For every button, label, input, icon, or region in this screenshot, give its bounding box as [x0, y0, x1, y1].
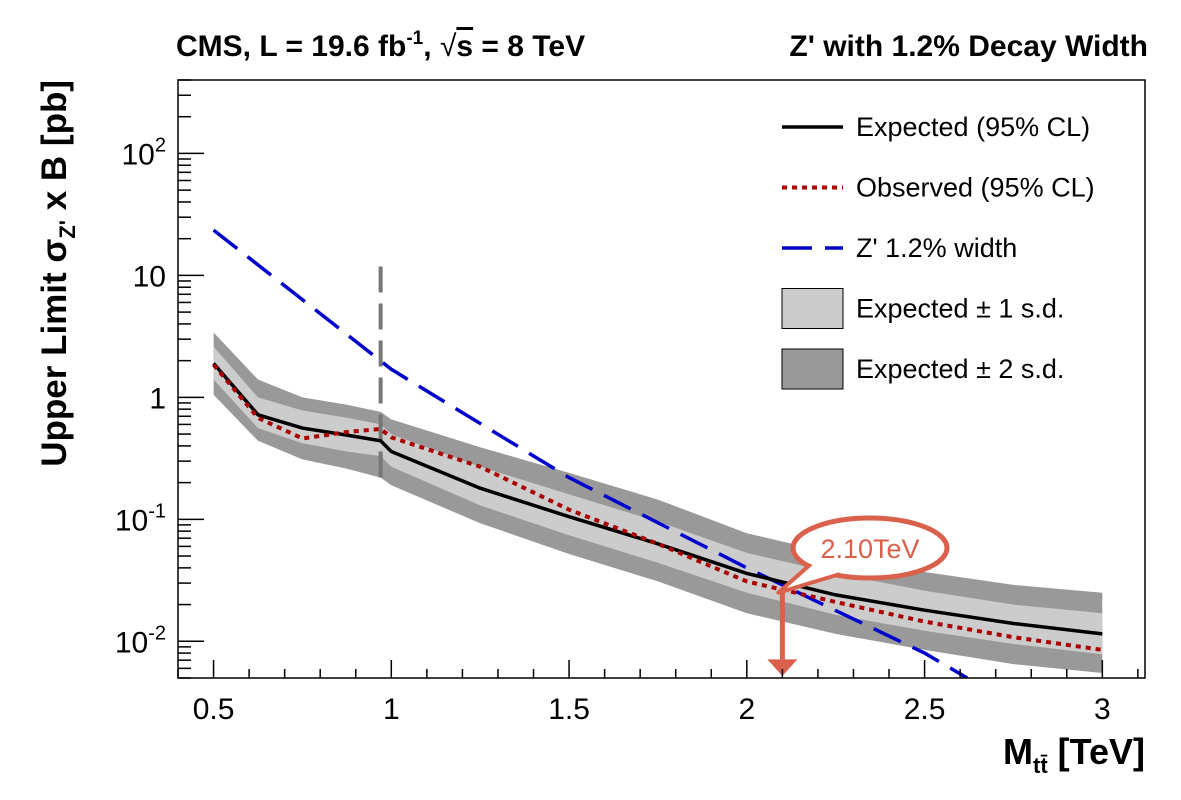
x-axis-title-sub: tt̄: [1033, 753, 1048, 778]
legend-label: Observed (95% CL): [856, 173, 1095, 203]
x-tick-label: 1: [383, 693, 400, 726]
legend-label: Expected (95% CL): [856, 112, 1090, 142]
x-tick-label: 3: [1094, 693, 1111, 726]
header-energy-prefix: ,: [423, 30, 440, 63]
chart-header-model: Z' with 1.2% Decay Width: [789, 30, 1148, 63]
limit-callout-label: 2.10TeV: [820, 534, 919, 564]
header-lumi-exponent: -1: [406, 28, 424, 49]
chart-header-left: CMS, L = 19.6 fb-1, √s = 8 TeV: [176, 28, 586, 64]
y-tick-exponent: 2: [155, 134, 166, 156]
legend-label: Z' 1.2% width: [856, 233, 1017, 263]
y-tick-exponent: -2: [148, 622, 166, 644]
y-axis-title-suffix: x B [pb]: [35, 80, 74, 220]
legend-label: Expected ± 1 s.d.: [856, 294, 1064, 324]
legend-label: Expected ± 2 s.d.: [856, 354, 1064, 384]
observed-curve: [212, 363, 1103, 652]
y-axis-title: Upper Limit σZ' x B [pb]: [35, 80, 80, 467]
axis-titles: Mtt̄ [TeV] Upper Limit σZ' x B [pb]: [35, 80, 1145, 778]
y-tick-exponent: -1: [148, 500, 166, 522]
sqrt-symbol: √: [439, 30, 457, 63]
x-tick-label: 2.5: [904, 693, 946, 726]
x-axis-title: Mtt̄ [TeV]: [1003, 731, 1145, 778]
y-tick-base: 10: [133, 260, 166, 293]
legend-swatch: [781, 288, 844, 329]
axis-ticks: [177, 79, 1139, 679]
y-tick-label: 10-1: [115, 500, 166, 537]
expected-curve: [212, 362, 1103, 636]
annotation-group: 2.10TeV: [767, 515, 950, 676]
callout-tail: [776, 561, 841, 595]
legend: Expected (95% CL) Observed (95% CL) Z' 1.2…: [781, 112, 1095, 390]
header-energy-value: = 8 TeV: [473, 30, 586, 63]
y-tick-base: 10: [115, 626, 148, 659]
header-energy-var: s: [456, 30, 474, 63]
y-axis-title-main: Upper Limit σ: [35, 239, 74, 467]
y-tick-base: 10: [122, 138, 155, 171]
x-axis-title-unit: [TeV]: [1048, 731, 1145, 772]
x-tick-label: 0.5: [193, 693, 235, 726]
limit-curves: [212, 228, 1103, 678]
x-tick-label: 2: [738, 693, 755, 726]
x-tick-label: 1.5: [548, 693, 590, 726]
y-tick-label: 1: [149, 382, 166, 415]
y-tick-label: 102: [122, 134, 167, 171]
plot-frame: [177, 79, 1146, 679]
y-tick-base: 10: [115, 504, 148, 537]
theory-curve: [212, 228, 969, 678]
y-tick-label: 10-2: [115, 622, 166, 659]
header-experiment: CMS, L = 19.6 fb: [176, 30, 407, 63]
limit-arrow-head: [767, 659, 798, 676]
y-axis-title-sub: Z': [55, 220, 80, 239]
x-axis-title-main: M: [1003, 731, 1033, 772]
y-tick-label: 10: [133, 260, 166, 293]
callout-inner: [796, 521, 944, 575]
legend-swatch: [781, 348, 844, 390]
y-tick-base: 1: [149, 382, 166, 415]
